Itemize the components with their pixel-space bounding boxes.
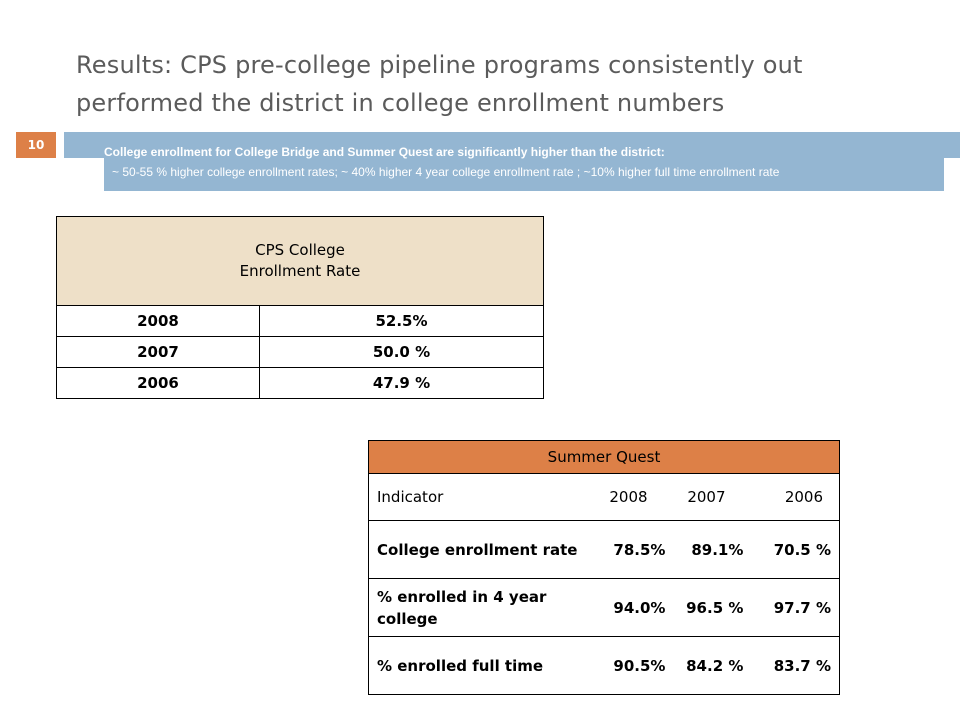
- value-cell-2006: 83.7 %: [745, 636, 840, 695]
- value-cell-2008: 90.5%: [589, 636, 668, 695]
- column-header-2008: 2008: [589, 473, 668, 521]
- subtitle-box: College enrollment for College Bridge an…: [104, 143, 944, 191]
- column-header-indicator: Indicator: [368, 473, 590, 521]
- value-cell-2006: 70.5 %: [745, 520, 840, 579]
- year-cell: 2006: [56, 367, 260, 399]
- year-cell: 2008: [56, 305, 260, 337]
- column-header-2006: 2006: [745, 473, 840, 521]
- column-header-row: Indicator 2008 2007 2006: [368, 473, 840, 521]
- table-row: % enrolled in 4 year college 94.0% 96.5 …: [368, 578, 840, 637]
- value-cell-2006: 97.7 %: [745, 578, 840, 637]
- subtitle-line-2: ~ 50-55 % higher college enrollment rate…: [112, 165, 780, 179]
- slide-number: 10: [16, 132, 56, 158]
- table-header-row: CPS College Enrollment Rate: [56, 216, 544, 306]
- value-cell-2008: 78.5%: [589, 520, 668, 579]
- cps-enrollment-table: CPS College Enrollment Rate 2008 52.5% 2…: [56, 216, 544, 399]
- indicator-cell: College enrollment rate: [368, 520, 590, 579]
- value-cell-2007: 89.1%: [667, 520, 746, 579]
- indicator-cell: % enrolled full time: [368, 636, 590, 695]
- column-header-2007: 2007: [667, 473, 746, 521]
- table-row: 2008 52.5%: [56, 305, 544, 337]
- rate-cell: 52.5%: [259, 305, 544, 337]
- cps-header-line-1: CPS College: [255, 241, 345, 259]
- table-title-row: Summer Quest: [368, 440, 840, 474]
- value-cell-2007: 84.2 %: [667, 636, 746, 695]
- table-row: % enrolled full time 90.5% 84.2 % 83.7 %: [368, 636, 840, 695]
- subtitle-line-1: College enrollment for College Bridge an…: [104, 145, 665, 159]
- indicator-cell: % enrolled in 4 year college: [368, 578, 590, 637]
- sq-table-title: Summer Quest: [368, 440, 840, 474]
- year-cell: 2007: [56, 336, 260, 368]
- summer-quest-table: Summer Quest Indicator 2008 2007 2006 Co…: [368, 440, 840, 695]
- cps-header-line-2: Enrollment Rate: [239, 262, 361, 280]
- rate-cell: 50.0 %: [259, 336, 544, 368]
- value-cell-2008: 94.0%: [589, 578, 668, 637]
- table-row: College enrollment rate 78.5% 89.1% 70.5…: [368, 520, 840, 579]
- table-row: 2007 50.0 %: [56, 336, 544, 368]
- value-cell-2007: 96.5 %: [667, 578, 746, 637]
- cps-table-header: CPS College Enrollment Rate: [56, 216, 544, 306]
- slide-title: Results: CPS pre-college pipeline progra…: [76, 51, 803, 117]
- table-row: 2006 47.9 %: [56, 367, 544, 399]
- rate-cell: 47.9 %: [259, 367, 544, 399]
